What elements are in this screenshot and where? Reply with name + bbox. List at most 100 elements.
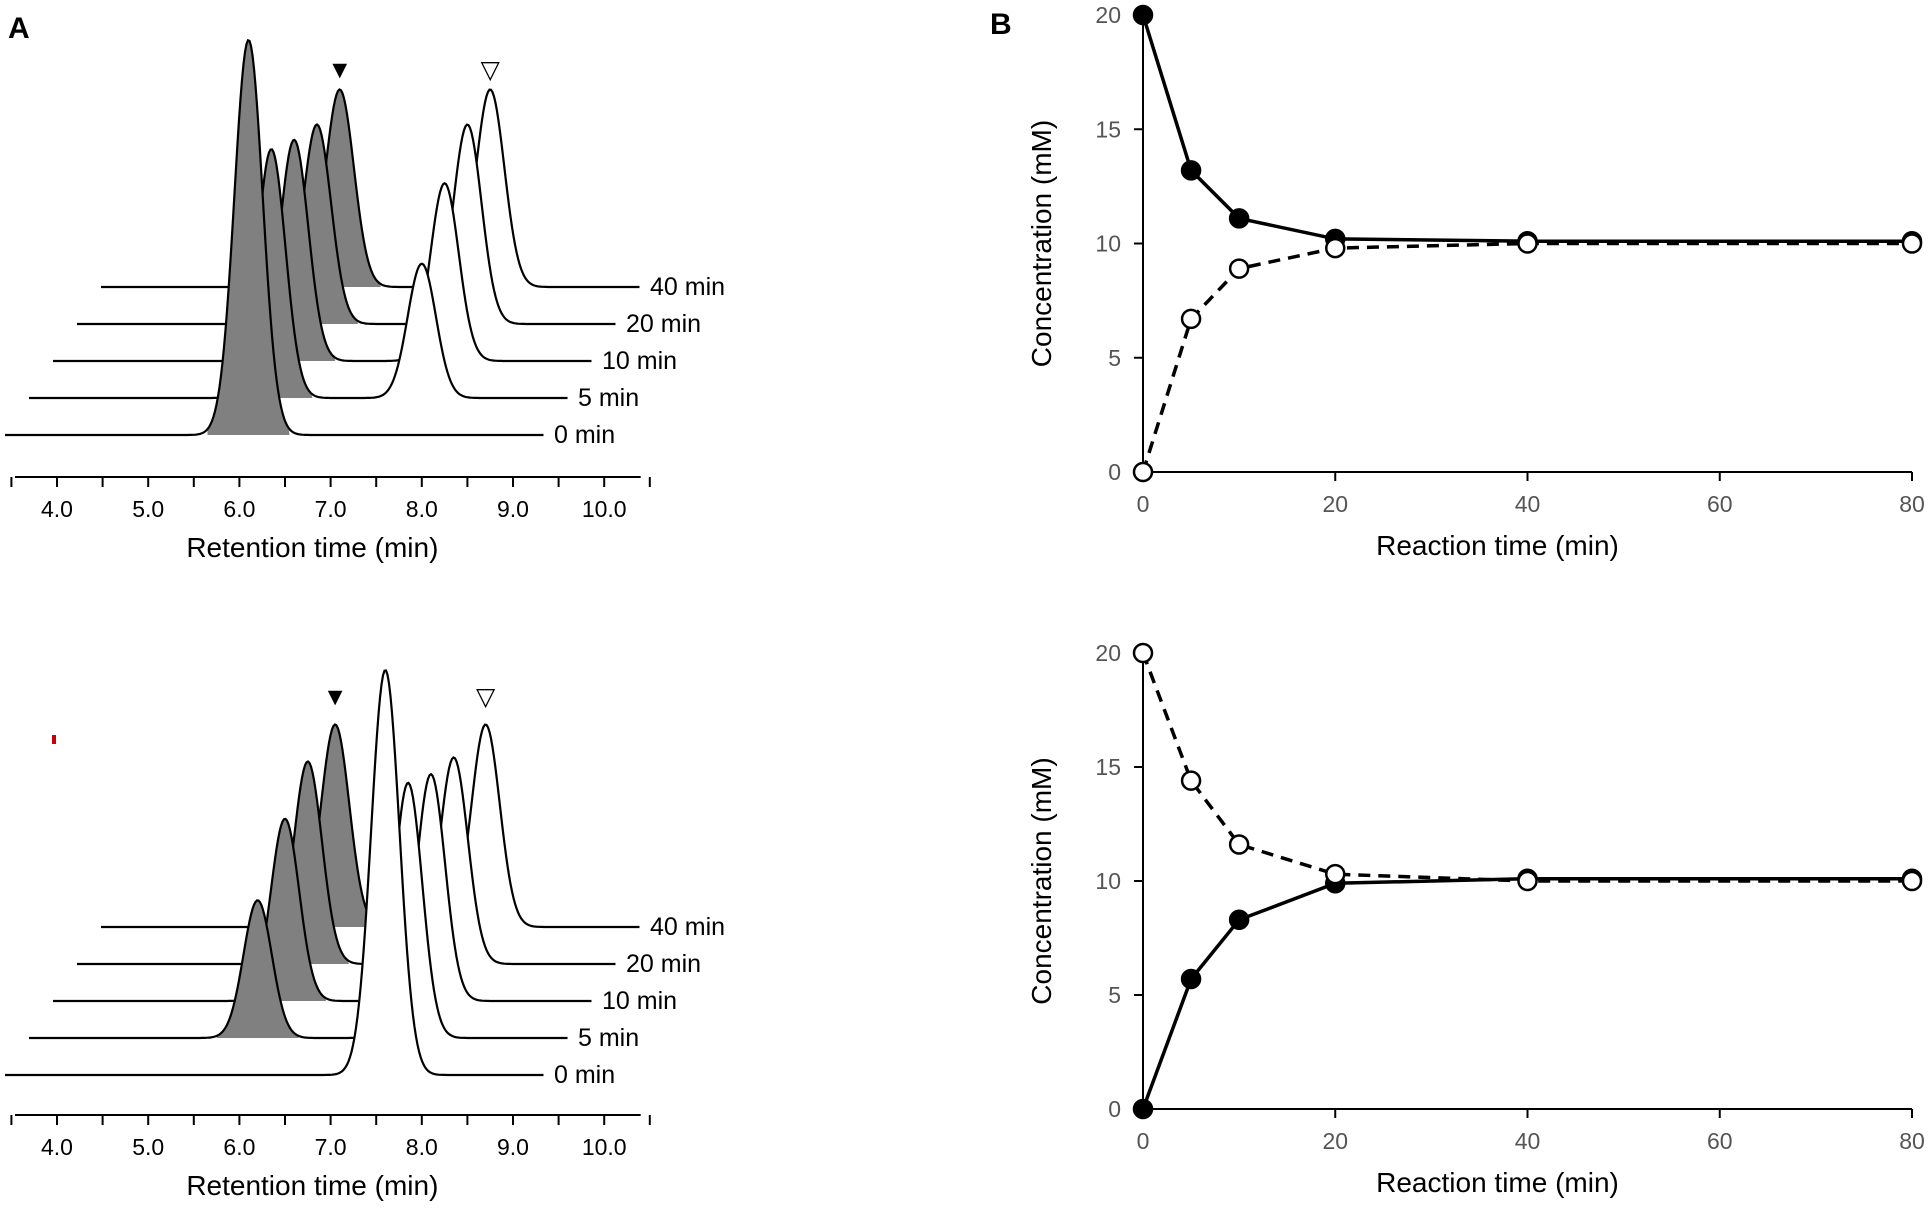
x-axis-title: Retention time (min) bbox=[186, 1170, 438, 1201]
data-point bbox=[1132, 1098, 1154, 1120]
x-tick-label: 0 bbox=[1137, 1128, 1150, 1154]
trace-label: 5 min bbox=[578, 1024, 639, 1052]
x-axis-title: Retention time (min) bbox=[186, 532, 438, 563]
trace-occluder bbox=[53, 139, 592, 421]
x-tick-label: 60 bbox=[1707, 491, 1733, 517]
trace-label: 20 min bbox=[626, 310, 701, 338]
x-tick-label: 9.0 bbox=[497, 1134, 529, 1160]
data-point bbox=[1901, 870, 1923, 892]
x-tick-label: 9.0 bbox=[497, 496, 529, 522]
data-point bbox=[1228, 834, 1250, 855]
series-line bbox=[1141, 14, 1912, 243]
trace-occluder bbox=[29, 149, 568, 458]
time-course-top: 0 5 10 15 20 0 20 40 60 80 Reaction time (min) Conc… bbox=[1026, 2, 1925, 561]
series-line bbox=[1141, 876, 1912, 1110]
x-tick-label: 7.0 bbox=[315, 1134, 347, 1160]
series-line bbox=[1141, 652, 1912, 883]
trace-line bbox=[53, 772, 592, 1003]
data-point bbox=[1517, 233, 1538, 254]
y-tick-label: 10 bbox=[1095, 868, 1121, 894]
x-tick-label: 7.0 bbox=[315, 496, 347, 522]
open-triangle-marker: ▽ bbox=[481, 56, 501, 84]
time-course-bottom: 0 5 10 15 20 0 20 40 60 80 Reaction time (min) Conc… bbox=[1026, 640, 1925, 1198]
trace-line bbox=[101, 88, 640, 289]
trace-line bbox=[5, 38, 544, 437]
data-point bbox=[1180, 308, 1202, 330]
x-tick-label: 60 bbox=[1707, 1128, 1733, 1154]
y-tick-label: 15 bbox=[1095, 754, 1121, 780]
data-point bbox=[1517, 870, 1538, 892]
data-point bbox=[1132, 461, 1154, 483]
data-point bbox=[1132, 4, 1154, 26]
x-tick-label: 20 bbox=[1322, 491, 1348, 517]
trace-20-min: 20 min bbox=[77, 123, 701, 384]
trace-occluder bbox=[53, 774, 592, 1061]
x-tick-label: 6.0 bbox=[223, 1134, 255, 1160]
trace-5-min: 5 min bbox=[29, 781, 639, 1098]
trace-line bbox=[29, 781, 568, 1040]
trace-line bbox=[77, 123, 616, 326]
trace-label: 0 min bbox=[554, 1061, 615, 1089]
data-point bbox=[1228, 909, 1250, 931]
x-tick-label: 80 bbox=[1899, 1128, 1925, 1154]
x-tick-label: 80 bbox=[1899, 491, 1925, 517]
trace-occluder bbox=[5, 670, 544, 1135]
data-point bbox=[1132, 642, 1154, 664]
x-tick-label: 4.0 bbox=[41, 1134, 73, 1160]
y-tick-label: 5 bbox=[1108, 345, 1121, 371]
y-tick-label: 0 bbox=[1108, 1096, 1121, 1122]
trace-occluder bbox=[77, 124, 616, 384]
trace-0-min: 0 min bbox=[5, 669, 615, 1135]
x-tick-label: 0 bbox=[1137, 491, 1150, 517]
trace-occluder bbox=[101, 89, 640, 347]
trace-label: 10 min bbox=[602, 987, 677, 1015]
x-axis-title: Reaction time (min) bbox=[1376, 1167, 1619, 1198]
data-point bbox=[1180, 770, 1202, 791]
y-tick-label: 20 bbox=[1095, 640, 1121, 666]
trace-label: 40 min bbox=[650, 913, 725, 941]
trace-occluder bbox=[77, 757, 616, 1024]
x-tick-label: 5.0 bbox=[132, 496, 164, 522]
data-point bbox=[1325, 237, 1346, 259]
data-point bbox=[1180, 160, 1202, 181]
y-axis-title: Concentration (mM) bbox=[1026, 120, 1057, 367]
series-open bbox=[1132, 233, 1923, 483]
open-triangle-marker: ▽ bbox=[476, 683, 496, 711]
series-open bbox=[1132, 642, 1923, 892]
y-tick-label: 15 bbox=[1095, 116, 1121, 142]
trace-label: 10 min bbox=[602, 347, 677, 375]
data-point bbox=[1901, 233, 1923, 254]
trace-label: 40 min bbox=[650, 273, 725, 301]
trace-line bbox=[5, 669, 544, 1077]
x-tick-label: 40 bbox=[1515, 1128, 1541, 1154]
y-tick-label: 20 bbox=[1095, 2, 1121, 28]
shaded-peak bbox=[207, 40, 290, 436]
panel-a-label: A bbox=[8, 12, 30, 45]
data-point bbox=[1228, 208, 1250, 229]
trace-0-min: 0 min bbox=[5, 38, 615, 496]
x-tick-label: 8.0 bbox=[406, 1134, 438, 1160]
x-axis-title: Reaction time (min) bbox=[1376, 530, 1619, 561]
x-tick-label: 6.0 bbox=[223, 496, 255, 522]
chromatogram-top: 40 min 20 min 10 min 5 min 0 min 4.0 5.0 6.0 7.0… bbox=[5, 38, 725, 563]
data-point bbox=[1228, 258, 1250, 279]
panel-b-label: B bbox=[990, 8, 1012, 41]
data-point bbox=[1180, 968, 1202, 990]
x-tick-label: 8.0 bbox=[406, 496, 438, 522]
x-tick-label: 20 bbox=[1322, 1128, 1348, 1154]
series-filled bbox=[1132, 4, 1923, 252]
trace-label: 0 min bbox=[554, 421, 615, 449]
y-tick-label: 5 bbox=[1108, 982, 1121, 1008]
trace-occluder bbox=[29, 782, 568, 1098]
trace-line bbox=[29, 148, 568, 400]
chromatogram-bottom: 40 min 20 min 10 min 5 min 0 min 4.0 5.0 6.0 7.0… bbox=[5, 669, 725, 1201]
shaded-peak bbox=[216, 900, 299, 1038]
y-axis-title: Concentration (mM) bbox=[1026, 757, 1057, 1004]
x-tick-label: 4.0 bbox=[41, 496, 73, 522]
trace-line bbox=[77, 756, 616, 966]
x-tick-label: 5.0 bbox=[132, 1134, 164, 1160]
y-tick-label: 10 bbox=[1095, 231, 1121, 257]
trace-line bbox=[53, 138, 592, 363]
x-tick-label: 10.0 bbox=[582, 496, 627, 522]
